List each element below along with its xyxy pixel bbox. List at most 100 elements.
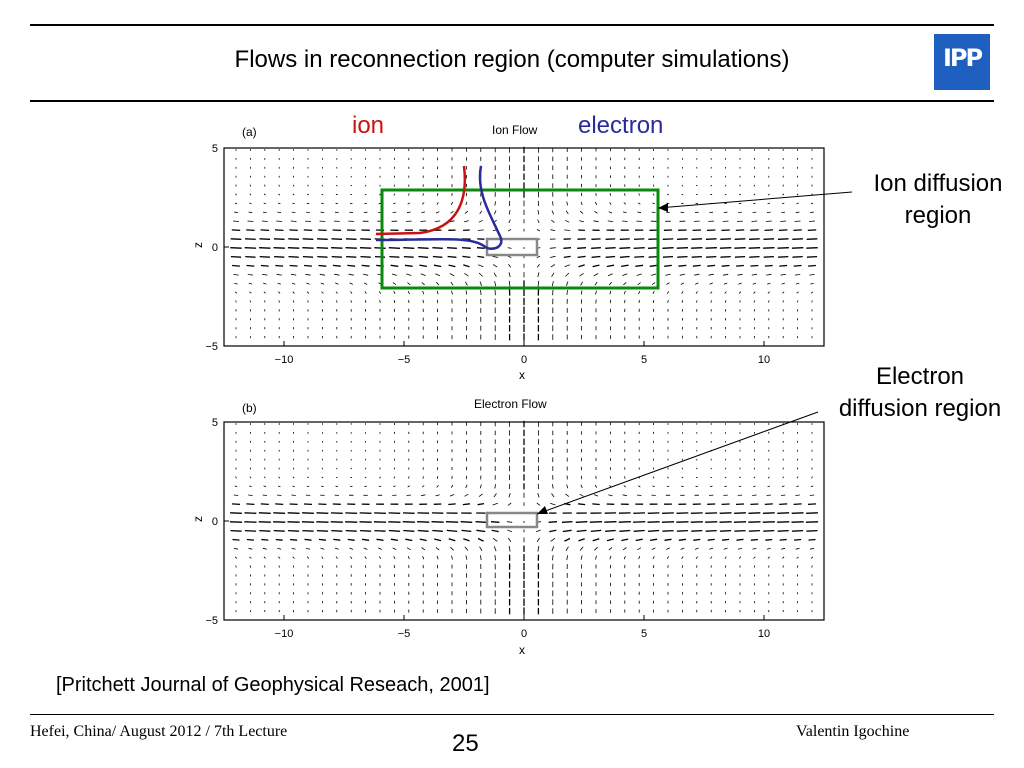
flow-vector [706,255,717,258]
flow-vector [248,211,253,214]
flow-vector [278,300,280,303]
flow-vector [710,184,713,187]
flow-vector [593,494,599,497]
flow-vector [594,211,598,214]
flow-vector [278,556,281,559]
flow-vector [738,485,742,487]
y-tick-label: 5 [212,417,218,429]
flow-vector [662,255,674,258]
flow-vector [464,272,469,277]
flow-vector [393,202,396,205]
flow-vector [748,247,761,249]
flow-vector [359,247,372,249]
flow-vector [710,476,713,479]
flow-vector [277,202,281,205]
flow-vector [579,210,584,214]
flow-vector [724,556,727,559]
flow-vector [550,502,556,506]
flow-vector [245,238,256,240]
flow-vector [736,264,744,267]
flow-vector [710,175,712,178]
flow-vector [752,211,757,213]
flow-vector [809,220,815,222]
flow-vector [389,255,400,258]
flow-vector [248,547,253,550]
flow-vector [461,247,471,249]
flow-vector [263,556,266,559]
flow-vector [550,264,556,268]
flow-vector [363,547,368,550]
flow-vector [422,290,425,295]
flow-vector [720,238,731,240]
flow-vector [259,255,270,258]
y-tick-label: 5 [212,143,218,155]
flow-vector [234,485,238,488]
flow-vector [407,193,410,196]
flow-vector [275,264,284,267]
flow-vector [448,538,456,542]
flow-vector [753,193,756,196]
flow-vector [360,255,371,258]
flow-vector [737,547,743,550]
flow-vector [652,556,655,560]
flow-vector [288,238,299,240]
y-tick-label: 0 [212,242,218,254]
panel-a: (a) Ion Flow −10 −5 0 5 10 5 0 −5 x z [191,123,853,382]
flow-vector [705,247,717,249]
flow-vector [705,529,717,532]
flow-vector [302,238,314,240]
flow-vector [362,273,369,276]
flow-vector [723,547,728,550]
flow-vector [549,529,557,533]
flow-vector [302,247,314,249]
flow-vector [406,494,412,496]
flow-vector [777,512,790,514]
flow-vector [810,211,814,214]
flow-vector [578,538,585,542]
flow-vector [346,255,357,258]
flow-vector [637,547,642,551]
flow-vector [278,476,281,479]
flow-vector [552,484,554,489]
flow-vector [648,529,660,532]
flow-vector [551,272,555,277]
flow-vector [246,264,255,267]
flow-vector [763,529,775,532]
flow-vector [591,247,601,249]
flow-vector [666,485,670,487]
flow-vector [638,556,641,560]
flow-vector [436,202,439,205]
flow-vector [232,538,240,541]
flow-vector [244,247,257,249]
flow-vector [792,529,804,532]
flow-vector [676,247,689,249]
flow-vector [292,485,295,488]
flow-vector [302,529,314,532]
flow-vector [364,291,367,294]
flow-vector [274,255,285,258]
flow-vector [664,538,672,541]
flow-vector [580,201,583,206]
flow-vector [348,273,354,276]
flow-vector [576,529,587,533]
flow-vector [566,555,568,561]
flow-vector [433,264,442,268]
flow-vector [319,273,326,276]
flow-vector [287,512,300,514]
flow-vector [492,264,498,268]
flow-vector [462,255,471,259]
flow-vector [392,211,397,213]
flow-vector [234,547,238,550]
flow-vector [492,255,498,258]
flow-vector [493,272,497,277]
flow-vector [421,282,425,286]
flow-vector [622,547,627,551]
flow-vector [707,264,716,267]
flow-vector [623,485,627,488]
flow-vector [260,229,270,232]
panel-b: (b) Electron Flow −10 −5 0 5 10 5 0 −5 x z [191,397,825,657]
flow-vector [606,264,615,268]
flow-vector [780,273,786,276]
flow-vector [796,300,799,303]
flow-vector [709,282,713,285]
